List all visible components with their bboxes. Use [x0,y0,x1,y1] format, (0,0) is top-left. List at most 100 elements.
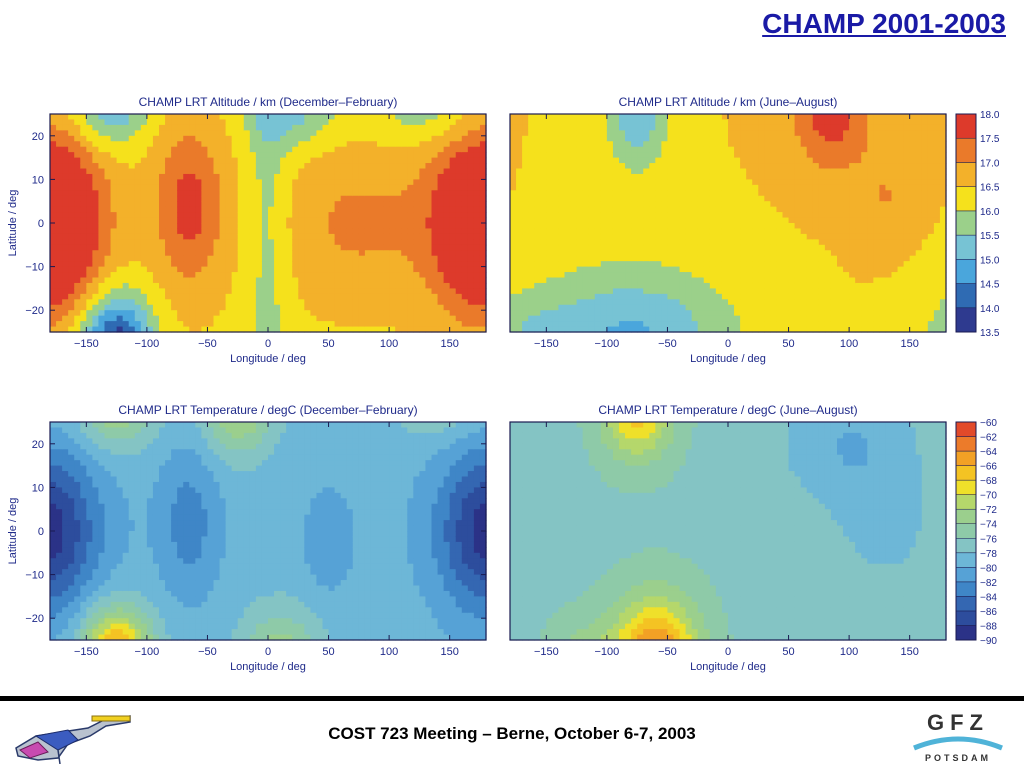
field-cell [552,310,559,316]
field-cell [129,272,136,278]
field-cell [207,119,214,125]
field-cell [268,299,275,305]
field-cell [329,114,336,120]
field-cell [565,228,572,234]
field-cell [74,158,81,164]
field-cell [813,185,820,191]
field-cell [770,218,777,224]
field-cell [583,305,590,311]
field-cell [135,294,142,300]
field-cell [601,223,608,229]
field-cell [153,201,160,207]
field-cell [734,158,741,164]
field-cell [165,310,172,316]
field-cell [171,234,178,240]
field-cell [776,190,783,196]
field-cell [407,212,414,218]
field-cell [329,201,336,207]
field-cell [214,272,221,278]
field-cell [195,163,202,169]
field-cell [692,141,699,147]
field-cell [674,212,681,218]
field-cell [68,288,75,294]
field-cell [728,169,735,175]
field-cell [716,250,723,256]
field-cell [680,223,687,229]
field-cell [371,201,378,207]
field-cell [595,136,602,142]
field-cell [444,267,451,273]
field-cell [395,136,402,142]
field-cell [262,316,269,322]
field-cell [510,228,517,234]
field-cell [419,119,426,125]
field-cell [395,174,402,180]
field-cell [558,190,565,196]
field-cell [716,272,723,278]
field-cell [329,130,336,136]
field-cell [661,218,668,224]
field-cell [601,125,608,131]
field-cell [135,299,142,305]
field-cell [601,158,608,164]
field-cell [92,136,99,142]
field-cell [716,190,723,196]
field-cell [238,169,245,175]
field-cell [226,169,233,175]
field-cell [389,114,396,120]
field-cell [183,267,190,273]
field-cell [141,185,148,191]
field-cell [444,218,451,224]
field-cell [141,256,148,262]
field-cell [56,207,63,213]
field-cell [807,278,814,284]
field-cell [661,294,668,300]
field-cell [807,119,814,125]
field-cell [207,316,214,322]
field-cell [68,272,75,278]
field-cell [171,245,178,251]
field-cell [565,239,572,245]
field-cell [268,288,275,294]
field-cell [371,228,378,234]
field-cell [613,201,620,207]
x-tick-label: 150 [440,338,458,350]
field-cell [407,158,414,164]
field-cell [335,272,342,278]
field-cell [752,250,759,256]
field-cell [680,179,687,185]
field-cell [577,256,584,262]
field-cell [262,299,269,305]
field-cell [680,147,687,153]
field-cell [450,152,457,158]
field-cell [734,212,741,218]
field-cell [764,174,771,180]
field-cell [613,114,620,120]
field-cell [438,278,445,284]
field-cell [649,147,656,153]
field-cell [643,310,650,316]
field-cell [752,299,759,305]
field-cell [667,321,674,327]
field-cell [510,234,517,240]
field-cell [80,283,87,289]
field-cell [105,163,112,169]
field-cell [250,163,257,169]
field-cell [716,179,723,185]
field-cell [801,261,808,267]
field-cell [165,119,172,125]
field-cell [214,250,221,256]
field-cell [540,125,547,131]
field-cell [56,119,63,125]
field-cell [444,130,451,136]
field-cell [432,283,439,289]
field-cell [304,130,311,136]
field-cell [401,294,408,300]
field-cell [323,174,330,180]
field-cell [232,179,239,185]
field-cell [141,174,148,180]
field-cell [558,256,565,262]
field-cell [698,179,705,185]
field-cell [111,316,118,322]
field-cell [123,196,130,202]
